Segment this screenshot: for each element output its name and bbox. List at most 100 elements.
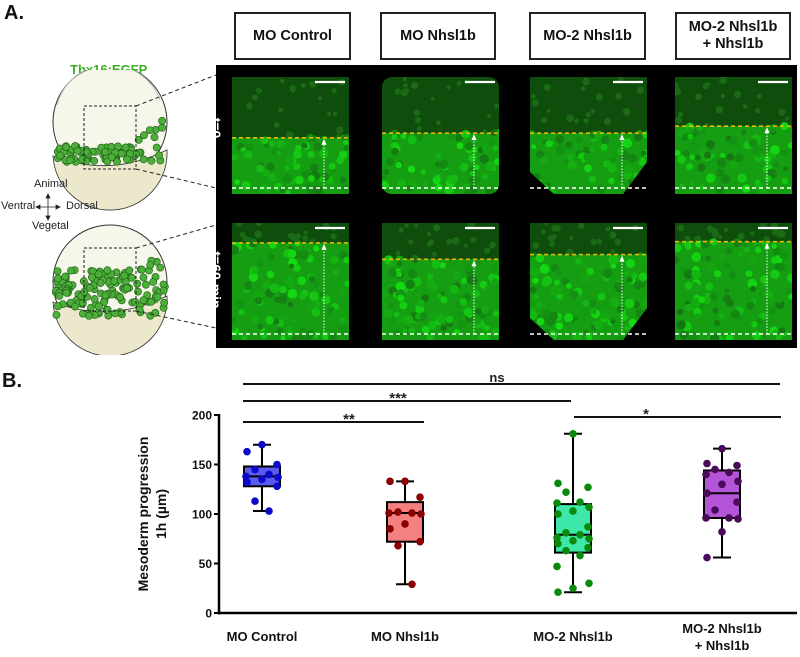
data-point — [725, 468, 733, 477]
data-point — [584, 483, 592, 492]
gfp-cell — [694, 313, 701, 320]
gfp-cell — [531, 99, 540, 107]
gfp-cell — [607, 163, 617, 173]
gfp-cell — [783, 166, 789, 172]
gfp-cell — [268, 140, 275, 147]
gfp-cell — [440, 296, 448, 304]
gfp-cell — [688, 141, 698, 151]
gfp-cell — [343, 145, 349, 151]
gfp-cell — [274, 296, 281, 303]
data-point — [703, 459, 711, 468]
orientation-ventral: Ventral — [1, 200, 36, 212]
gfp-cell — [596, 93, 603, 101]
gfp-cell — [268, 253, 275, 260]
gfp-cell — [713, 319, 721, 327]
orientation-dorsal: Dorsal — [66, 200, 98, 212]
gfp-cell — [435, 174, 441, 180]
box-group — [385, 477, 425, 589]
micrograph — [232, 77, 349, 194]
gfp-cell — [681, 133, 690, 141]
gfp-cell — [675, 243, 682, 253]
gfp-cell — [260, 188, 267, 194]
gfp-cell — [313, 142, 323, 152]
gfp-cell — [242, 236, 249, 243]
x-tick-label-line2: + Nhsl1b — [695, 638, 750, 653]
gfp-cell — [700, 239, 710, 249]
gfp-cell — [543, 83, 551, 91]
gfp-cell — [571, 162, 578, 169]
gfp-cell — [590, 238, 597, 246]
gfp-cell — [403, 83, 408, 88]
gfp-cell — [340, 317, 346, 323]
embryo-cell — [116, 293, 125, 302]
gfp-cell — [395, 250, 401, 256]
gfp-cell — [491, 278, 499, 286]
gfp-cell — [715, 106, 724, 114]
gfp-cell — [713, 270, 722, 278]
gfp-cell — [282, 173, 293, 184]
gfp-cell — [582, 299, 590, 307]
gfp-cell — [383, 168, 390, 176]
gfp-cell — [532, 173, 541, 182]
gfp-cell — [338, 326, 348, 336]
gfp-cell — [235, 223, 242, 227]
gfp-cell — [742, 104, 748, 109]
gfp-cell — [530, 311, 538, 321]
gfp-cell — [778, 249, 789, 260]
gfp-cell — [456, 80, 462, 86]
embryo-cell — [71, 302, 79, 311]
gfp-cell — [594, 320, 604, 330]
gfp-cell — [535, 301, 542, 309]
embryo-cell — [100, 298, 108, 307]
gfp-cell — [770, 223, 778, 229]
gfp-cell — [407, 135, 417, 145]
gfp-cell — [533, 336, 539, 340]
gfp-cell — [763, 236, 768, 241]
gfp-cell — [457, 320, 466, 329]
data-point — [386, 477, 394, 486]
gfp-cell — [426, 333, 435, 340]
gfp-cell — [641, 297, 647, 308]
gfp-cell — [396, 260, 403, 267]
gfp-cell — [566, 282, 572, 289]
gfp-cell — [756, 151, 763, 158]
micrograph — [382, 77, 499, 194]
gfp-cell — [532, 277, 539, 284]
gfp-cell — [336, 126, 344, 134]
gfp-cell — [573, 316, 579, 322]
embryo-diagrams — [35, 70, 216, 355]
embryo-cell — [85, 283, 94, 292]
gfp-cell — [530, 322, 538, 332]
gfp-cell — [698, 296, 705, 303]
gfp-cell — [757, 292, 763, 299]
gfp-cell — [642, 131, 647, 139]
embryo-cell — [149, 278, 158, 286]
gfp-cell — [788, 293, 792, 300]
gfp-cell — [718, 253, 726, 260]
gfp-cell — [456, 142, 464, 150]
gfp-cell — [711, 227, 718, 235]
y-tick-label: 150 — [192, 458, 212, 472]
embryo-cell — [123, 284, 131, 293]
gfp-cell — [483, 247, 491, 254]
micrograph — [530, 223, 647, 340]
data-point — [258, 440, 266, 449]
timepoint-label-t60: t=60 min — [208, 251, 224, 309]
gfp-cell — [339, 177, 347, 184]
gfp-cell — [287, 279, 296, 288]
gfp-cell — [696, 322, 704, 329]
gfp-cell — [455, 133, 463, 142]
gfp-cell — [472, 289, 481, 298]
gfp-cell — [269, 283, 280, 293]
gfp-cell — [232, 326, 237, 332]
embryo-cell — [134, 136, 143, 144]
gfp-cell — [489, 139, 496, 146]
embryo-cell — [101, 148, 110, 156]
gfp-cell — [422, 180, 428, 187]
gfp-cell — [748, 254, 758, 264]
gfp-cell — [404, 223, 409, 228]
gfp-cell — [536, 328, 542, 334]
gfp-cell — [297, 334, 305, 340]
gfp-cell — [313, 245, 320, 252]
gfp-cell — [437, 161, 444, 168]
